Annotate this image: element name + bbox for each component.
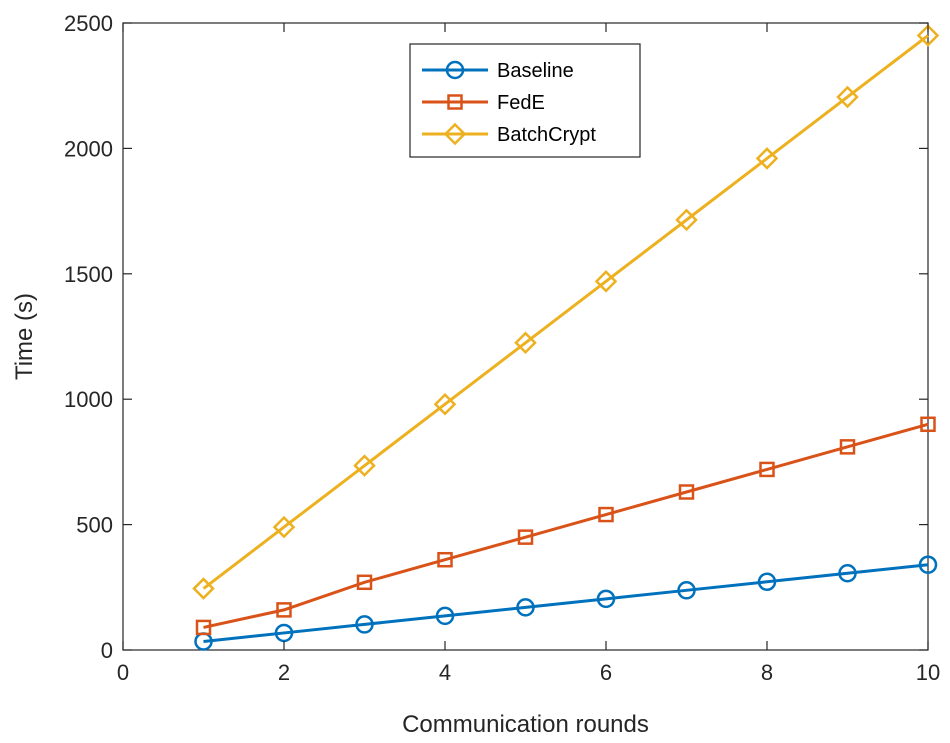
legend: Baseline FedE BatchCrypt: [409, 43, 641, 158]
x-tick-label: 4: [439, 660, 451, 685]
y-tick-label: 1000: [64, 387, 113, 412]
series-layer: [192, 24, 940, 651]
x-tick-label: 10: [916, 660, 940, 685]
data-point-batchcrypt: [514, 331, 537, 355]
legend-label-fede: FedE: [497, 92, 545, 114]
data-point-baseline: [516, 598, 535, 617]
series-line-baseline: [203, 563, 929, 643]
data-point-baseline: [355, 615, 374, 634]
data-point-batchcrypt: [192, 577, 215, 600]
series-line-fede: [203, 422, 929, 629]
data-point-fede: [195, 619, 212, 636]
legend-label-baseline: Baseline: [497, 60, 574, 82]
data-point-fede: [517, 529, 534, 545]
x-tick-label: 6: [600, 660, 612, 685]
data-point-baseline: [918, 555, 938, 574]
x-tick-label: 8: [761, 660, 773, 685]
legend-item-fede: FedE: [422, 92, 545, 114]
data-point-fede: [598, 506, 614, 523]
data-point-fede: [920, 416, 936, 433]
data-point-batchcrypt: [755, 147, 779, 170]
data-point-batchcrypt: [272, 515, 296, 539]
data-point-fede: [437, 551, 453, 568]
data-point-batchcrypt: [675, 208, 698, 232]
data-point-baseline: [757, 572, 777, 592]
data-point-fede: [356, 574, 373, 591]
legend-label-batchcrypt: BatchCrypt: [497, 124, 596, 146]
series-line-batchcrypt: [202, 34, 929, 590]
data-point-baseline: [596, 589, 616, 609]
y-axis-label: Time (s): [11, 293, 38, 380]
y-tick-label: 2000: [64, 136, 113, 161]
data-point-baseline: [274, 623, 294, 643]
data-point-fede: [759, 461, 775, 478]
data-point-batchcrypt: [594, 270, 618, 293]
data-point-batchcrypt: [916, 24, 940, 47]
x-tick-label: 2: [278, 660, 290, 685]
legend-marker-baseline: [445, 60, 465, 80]
data-point-batchcrypt: [433, 392, 457, 416]
series-batchcrypt: [192, 24, 940, 600]
series-fede: [195, 416, 936, 636]
legend-marker-fede: [447, 94, 463, 110]
data-point-batchcrypt: [836, 85, 859, 109]
data-point-baseline: [838, 564, 857, 583]
legend-item-batchcrypt: BatchCrypt: [422, 122, 596, 146]
y-tick-label: 1500: [64, 262, 113, 287]
data-point-fede: [276, 602, 292, 618]
x-axis-label: Communication rounds: [402, 711, 649, 738]
y-tick-label: 2500: [64, 11, 113, 36]
x-tick-label: 0: [117, 660, 129, 685]
legend-item-baseline: Baseline: [422, 60, 574, 82]
y-tick-label: 500: [76, 513, 113, 538]
data-point-fede: [839, 439, 856, 455]
legend-marker-batchcrypt: [443, 122, 467, 146]
series-baseline: [194, 555, 938, 651]
data-point-baseline: [677, 581, 696, 600]
y-tick-label: 0: [101, 638, 113, 663]
data-point-fede: [678, 484, 695, 500]
data-point-baseline: [435, 606, 455, 626]
data-point-batchcrypt: [353, 454, 376, 477]
ticks-layer: 0 2 4 6 8 10 0 500 1000 1500 2000 2500: [64, 11, 940, 685]
